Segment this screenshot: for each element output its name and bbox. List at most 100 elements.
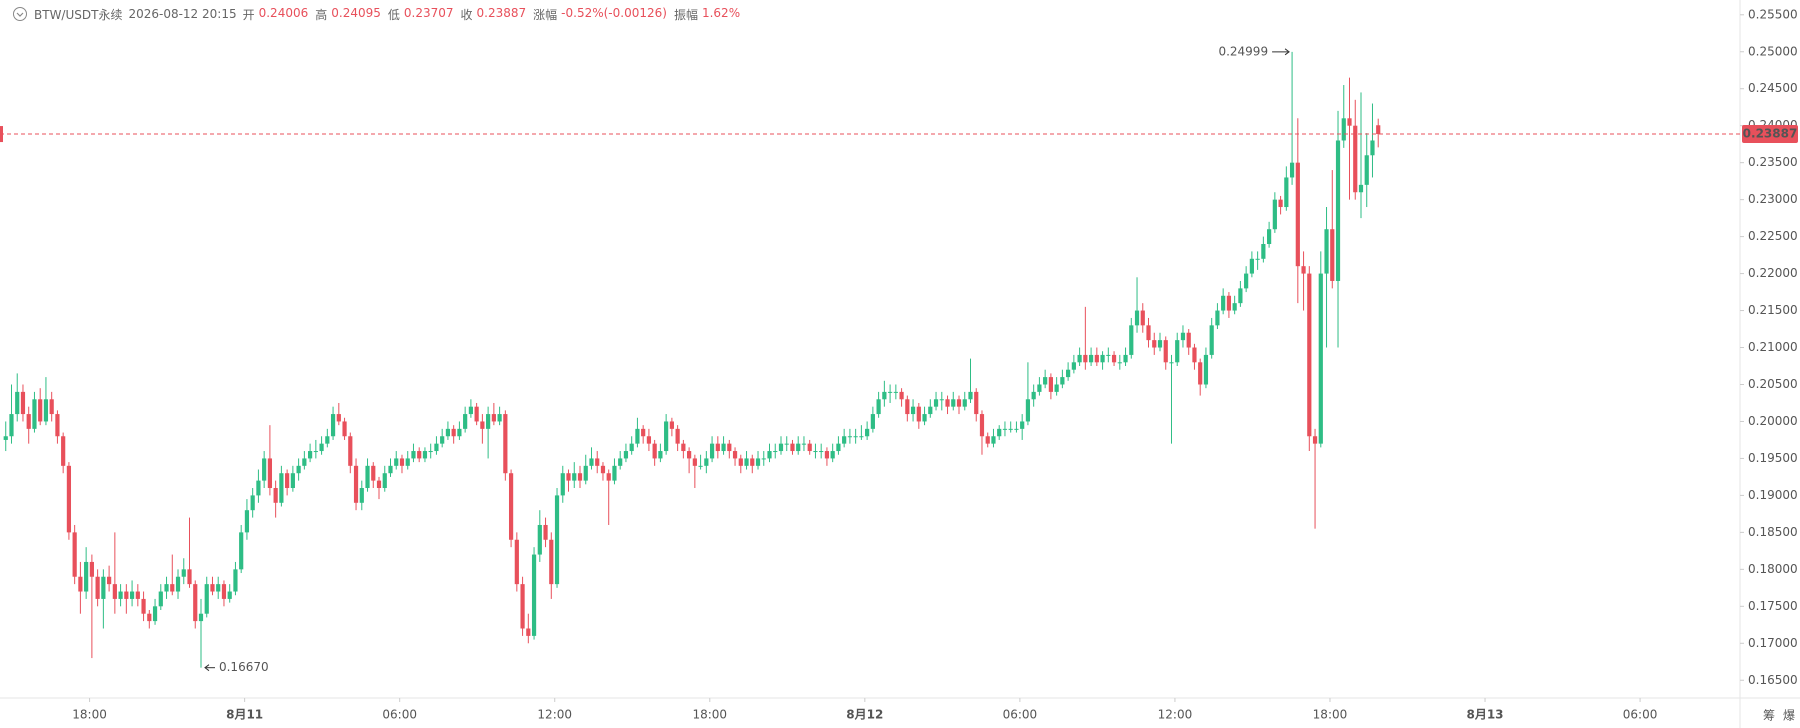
- candle-body: [755, 458, 761, 466]
- info-value: 0.24006: [258, 5, 309, 20]
- candle-body: [1295, 162, 1300, 267]
- y-tick-label: 0.17500: [1748, 599, 1798, 613]
- x-tick-label: 18:00: [692, 708, 727, 722]
- corner-button-label[interactable]: 爆: [1783, 709, 1795, 723]
- candle-body: [1117, 362, 1122, 364]
- candle-body: [290, 473, 295, 489]
- last-price-box: [1742, 125, 1798, 144]
- candle-body: [807, 443, 812, 452]
- candle-body: [15, 391, 20, 415]
- candle-body: [1203, 354, 1209, 385]
- corner-button[interactable]: 爆: [1783, 709, 1795, 723]
- candle-body: [1249, 258, 1254, 274]
- corner-button[interactable]: 筹: [1763, 709, 1775, 723]
- candle-body: [66, 465, 72, 533]
- x-tick-label: 12:00: [537, 708, 572, 722]
- candle-body: [325, 436, 330, 444]
- candle-body: [554, 495, 560, 585]
- candle-body: [256, 480, 261, 496]
- min-label: 0.16670: [219, 660, 269, 674]
- candle-body: [968, 391, 973, 400]
- candle-body: [560, 473, 565, 496]
- candle-body: [353, 465, 359, 503]
- candle-body: [790, 443, 795, 452]
- candle-body: [1175, 340, 1180, 363]
- candle-body: [49, 399, 54, 415]
- last-price-left-marker: [0, 126, 3, 143]
- candle-body: [1358, 184, 1364, 193]
- candle-body: [847, 436, 853, 438]
- datetime: 2026-08-12 20:15: [128, 7, 237, 21]
- candle-body: [1215, 310, 1220, 326]
- candle-body: [675, 428, 680, 444]
- candle-body: [474, 406, 479, 422]
- candle-body: [1129, 325, 1134, 355]
- candle-body: [250, 495, 255, 511]
- candle-body: [658, 451, 663, 459]
- candle-body: [721, 443, 726, 452]
- symbol: BTW/USDT永续: [34, 7, 123, 22]
- candle-body: [572, 473, 577, 481]
- candle-body: [928, 406, 933, 415]
- candle-body: [1278, 199, 1283, 208]
- candle-body: [32, 399, 37, 429]
- candle-body: [204, 584, 209, 614]
- candle-body: [589, 458, 594, 466]
- candle-body: [319, 443, 324, 452]
- y-tick-label: 0.25500: [1748, 7, 1798, 21]
- candle-body: [830, 451, 835, 459]
- candle-body: [107, 576, 112, 585]
- candle-body: [1014, 428, 1019, 430]
- candle-body: [463, 414, 468, 429]
- candle-body: [933, 399, 939, 407]
- candle-body: [359, 488, 364, 503]
- candle-body: [951, 399, 956, 407]
- corner-button-label[interactable]: 筹: [1763, 709, 1775, 723]
- candle-body: [445, 428, 451, 437]
- candle-body: [302, 458, 307, 466]
- candle-body: [991, 436, 996, 444]
- candle-body: [1267, 229, 1272, 245]
- candle-body: [348, 436, 353, 466]
- candle-body: [405, 458, 410, 466]
- candle-body: [336, 414, 341, 422]
- candle-body: [750, 458, 755, 466]
- candle-body: [664, 421, 669, 452]
- info-value: 1.62%: [701, 5, 741, 20]
- info-label: 开: [242, 7, 255, 22]
- candle-body: [382, 473, 387, 489]
- info-label: 低: [387, 7, 400, 22]
- candle-body: [859, 436, 864, 438]
- candle-body: [152, 606, 158, 622]
- candle-body: [1043, 377, 1048, 385]
- candle-body: [72, 532, 77, 577]
- y-tick-label: 0.18500: [1748, 525, 1798, 539]
- collapse-icon[interactable]: [12, 6, 28, 22]
- candle-body: [342, 421, 347, 437]
- candle-body: [1284, 177, 1289, 208]
- y-tick-label: 0.23000: [1748, 192, 1798, 206]
- y-tick-label: 0.20000: [1748, 414, 1798, 428]
- candle-body: [709, 443, 715, 459]
- candle-body: [101, 576, 106, 599]
- candle-body: [1238, 288, 1243, 304]
- candle-body: [623, 451, 629, 459]
- candle-body: [124, 591, 129, 599]
- candle-body: [1318, 273, 1323, 444]
- candle-body: [112, 584, 117, 599]
- candle-body: [422, 451, 428, 459]
- candle-body: [549, 539, 554, 585]
- y-tick-label: 0.19000: [1748, 488, 1798, 502]
- candle-body: [330, 414, 336, 437]
- candle-body: [537, 524, 542, 555]
- candle-body: [210, 584, 215, 592]
- candle-body: [1066, 369, 1071, 378]
- x-tick-label: 06:00: [1003, 708, 1038, 722]
- candle-body: [399, 458, 405, 466]
- x-tick-label: 18:00: [72, 708, 107, 722]
- candle-body: [508, 473, 514, 540]
- candle-body: [836, 443, 841, 452]
- y-tick-label: 0.23500: [1748, 155, 1798, 169]
- candle-body: [440, 436, 445, 444]
- candle-body: [1157, 340, 1163, 348]
